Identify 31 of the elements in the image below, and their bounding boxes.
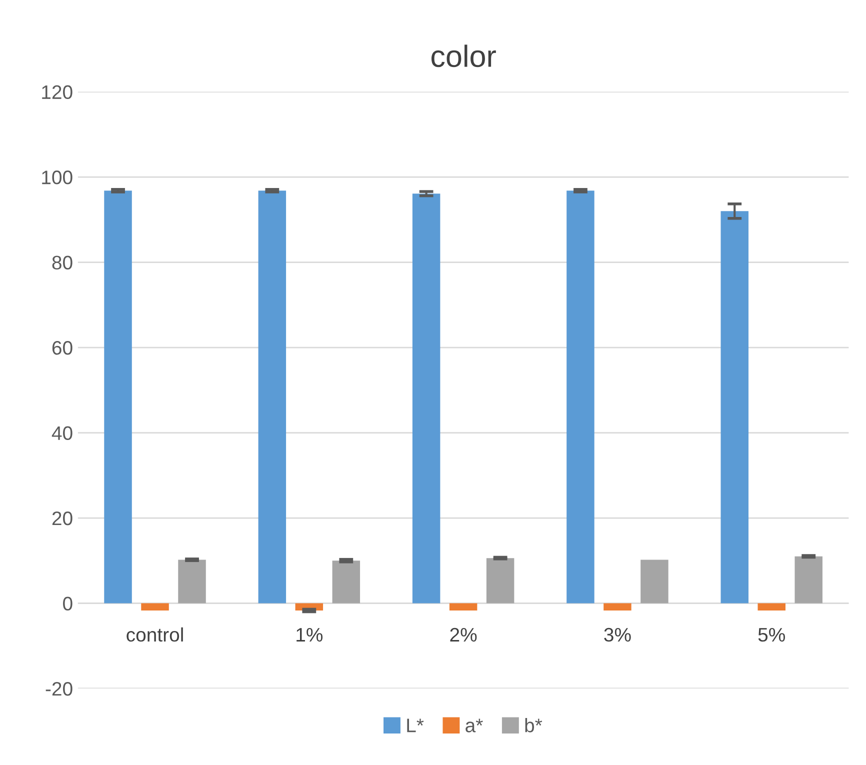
y-tick-label: 0: [63, 596, 72, 610]
bar: [758, 603, 786, 611]
x-tick-label: control: [126, 627, 183, 642]
bar: [449, 603, 478, 611]
bar: [486, 558, 514, 604]
legend-label: a*: [466, 718, 483, 732]
legend-label: b*: [525, 718, 542, 732]
bar: [720, 211, 748, 604]
y-tick-label: 100: [42, 170, 72, 184]
legend-label: L*: [407, 718, 424, 732]
x-tick-label: 3%: [604, 628, 631, 642]
bar: [412, 194, 440, 604]
x-tick-label: 2%: [450, 628, 477, 642]
bar: [258, 190, 286, 604]
y-tick-label: -20: [46, 682, 72, 696]
y-tick-label: 60: [52, 340, 72, 355]
x-tick-label: 5%: [758, 628, 785, 642]
bar: [604, 603, 632, 611]
chart-title: color: [431, 44, 496, 68]
y-tick-label: 40: [52, 426, 72, 440]
bar: [640, 560, 668, 604]
bar: [141, 603, 169, 611]
y-tick-label: 20: [52, 511, 72, 526]
bar: [104, 190, 132, 604]
y-tick-label: 80: [52, 256, 72, 270]
bar: [794, 556, 822, 604]
bar: [332, 560, 360, 604]
bar: [566, 190, 594, 604]
bar: [178, 560, 206, 604]
y-tick-label: 120: [42, 85, 72, 100]
x-tick-label: 1%: [296, 628, 323, 642]
